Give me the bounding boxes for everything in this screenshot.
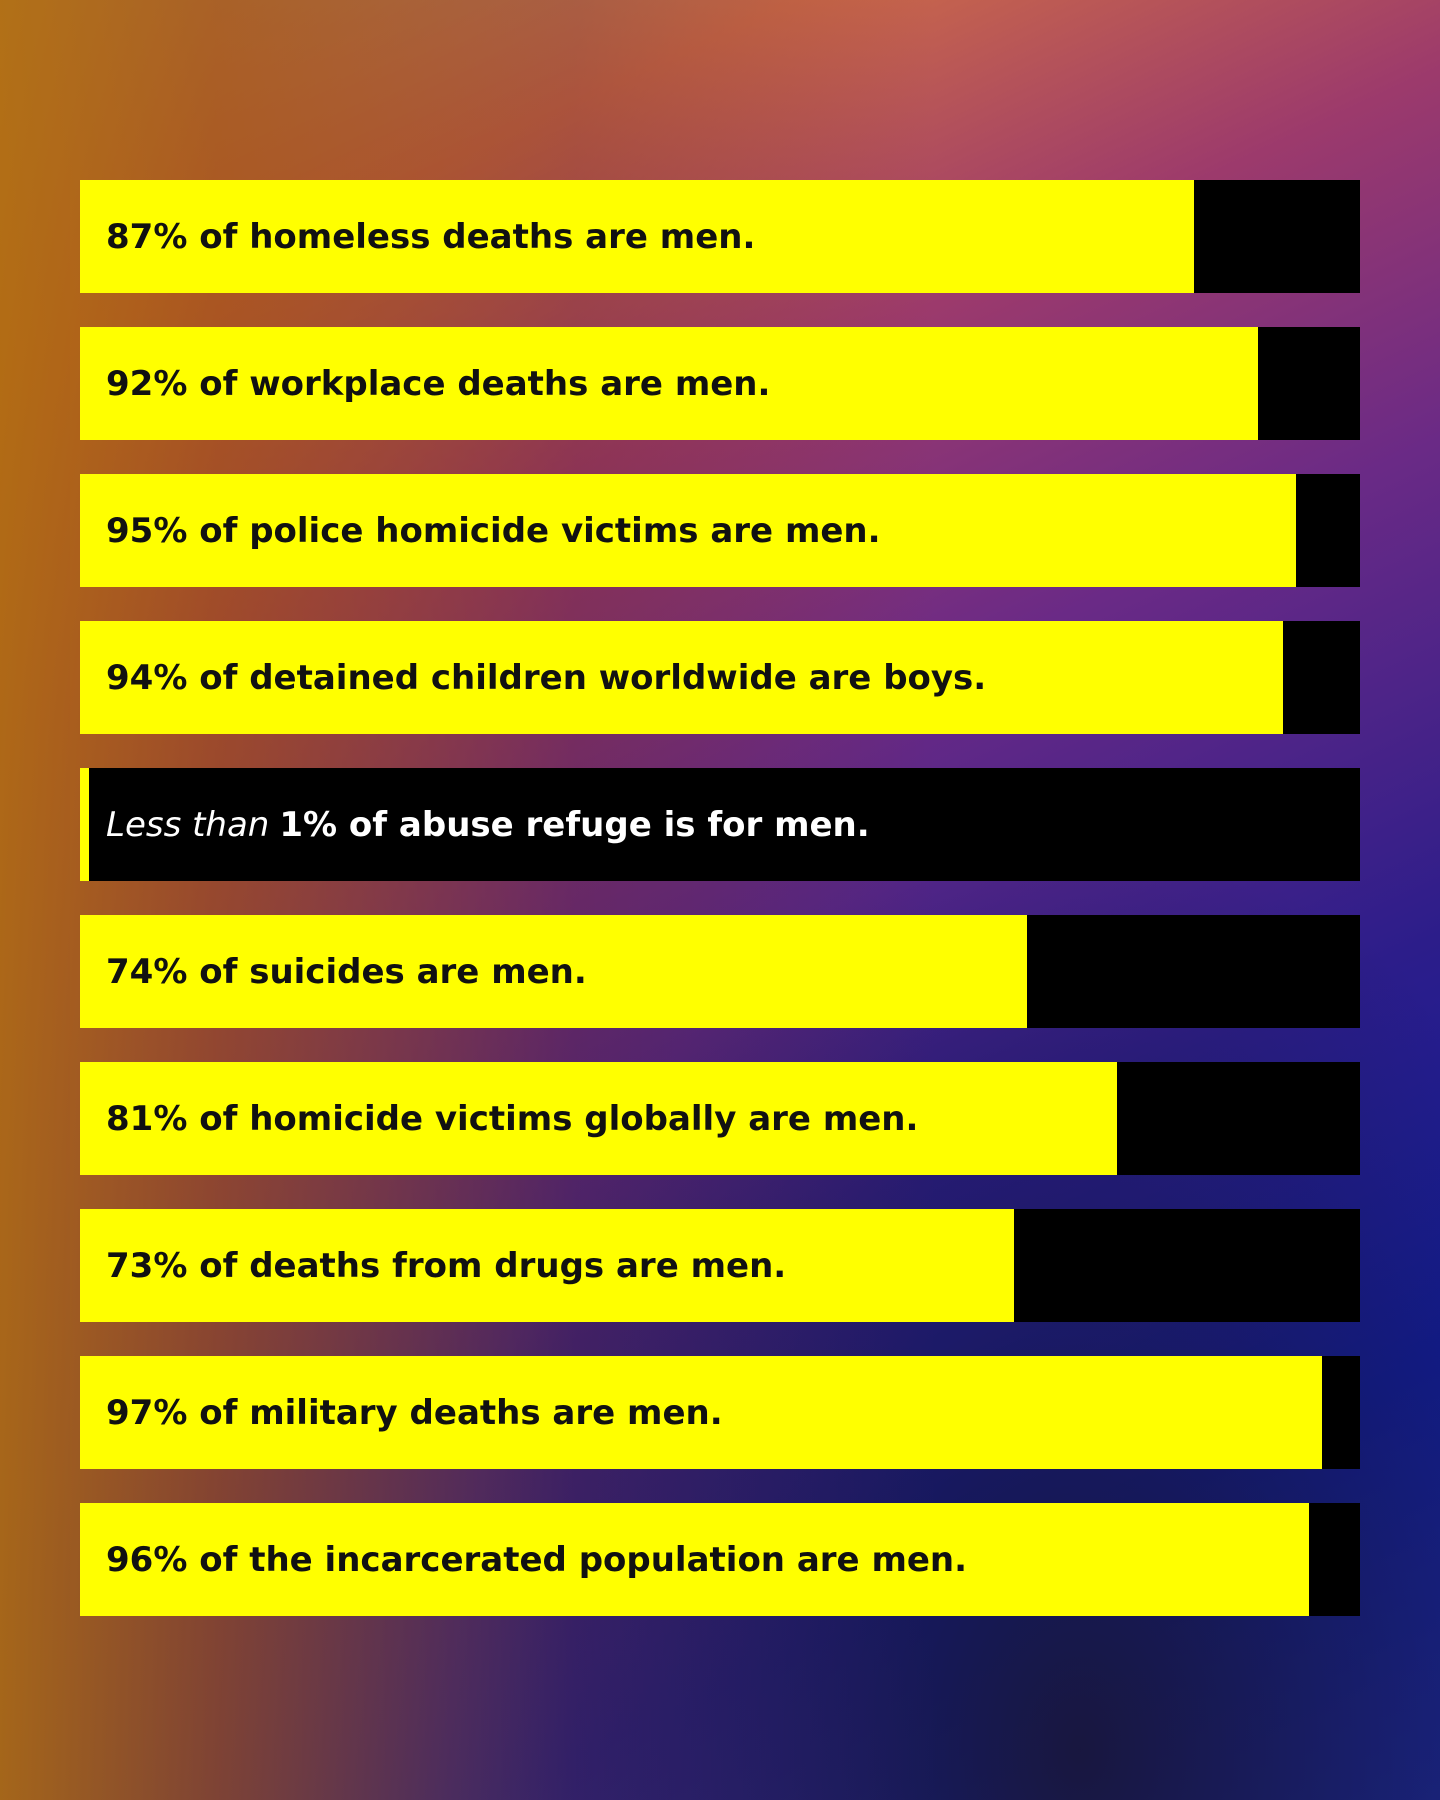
bar-fill — [80, 768, 89, 881]
bar-row: 74% of suicides are men. — [80, 915, 1360, 1028]
bar-label-text: 87% of homeless deaths are men. — [106, 216, 756, 257]
bar-label: 95% of police homicide victims are men. — [106, 474, 881, 587]
bar-fill — [80, 915, 1028, 1028]
bar-fill — [80, 1062, 1117, 1175]
bar-label: 74% of suicides are men. — [106, 915, 587, 1028]
bar-label: 81% of homicide victims globally are men… — [106, 1062, 918, 1175]
bar-row: 97% of military deaths are men. — [80, 1356, 1360, 1469]
bar-fill — [80, 474, 1296, 587]
bar-fill — [80, 1503, 1309, 1616]
bar-label: 94% of detained children worldwide are b… — [106, 621, 986, 734]
bar-label-text: 94% of detained children worldwide are b… — [106, 657, 987, 698]
bar-row: 73% of deaths from drugs are men. — [80, 1209, 1360, 1322]
bar-label: 92% of workplace deaths are men. — [106, 327, 770, 440]
bar-label-prefix: Less than — [106, 804, 270, 845]
bar-row: 87% of homeless deaths are men. — [80, 180, 1360, 293]
stat-bar-chart: 87% of homeless deaths are men. 92% of wo… — [80, 180, 1360, 1650]
bar-label-text: 95% of police homicide victims are men. — [106, 510, 881, 551]
bar-label: Less than 1% of abuse refuge is for men. — [106, 768, 870, 881]
bar-label: 97% of military deaths are men. — [106, 1356, 723, 1469]
bar-fill — [80, 1356, 1322, 1469]
bar-row: 81% of homicide victims globally are men… — [80, 1062, 1360, 1175]
bar-label-text: 96% of the incarcerated population are m… — [106, 1539, 968, 1580]
bar-label-text: 1% of abuse refuge is for men. — [279, 804, 870, 845]
bar-label: 96% of the incarcerated population are m… — [106, 1503, 967, 1616]
bar-row: 92% of workplace deaths are men. — [80, 327, 1360, 440]
bar-fill — [80, 1209, 1015, 1322]
bar-row: Less than 1% of abuse refuge is for men. — [80, 768, 1360, 881]
bar-fill — [80, 180, 1194, 293]
bar-label: 73% of deaths from drugs are men. — [106, 1209, 786, 1322]
bar-label-text: 97% of military deaths are men. — [106, 1392, 723, 1433]
bar-fill — [80, 327, 1258, 440]
bar-row: 96% of the incarcerated population are m… — [80, 1503, 1360, 1616]
bar-row: 95% of police homicide victims are men. — [80, 474, 1360, 587]
bar-label-text: 92% of workplace deaths are men. — [106, 363, 771, 404]
bar-label-text: 74% of suicides are men. — [106, 951, 587, 992]
bar-fill — [80, 621, 1284, 734]
bar-row: 94% of detained children worldwide are b… — [80, 621, 1360, 734]
bar-label: 87% of homeless deaths are men. — [106, 180, 755, 293]
bar-label-text: 81% of homicide victims globally are men… — [106, 1098, 919, 1139]
bar-label-text: 73% of deaths from drugs are men. — [106, 1245, 787, 1286]
